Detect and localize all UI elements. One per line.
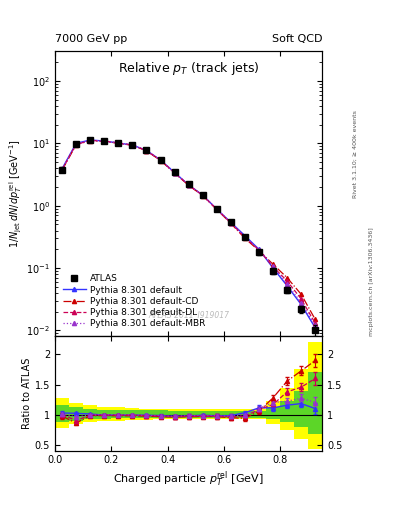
Bar xyxy=(238,411,252,417)
Legend: ATLAS, Pythia 8.301 default, Pythia 8.301 default-CD, Pythia 8.301 default-DL, P: ATLAS, Pythia 8.301 default, Pythia 8.30… xyxy=(59,271,209,332)
Text: ATLAS 2011_I919017: ATLAS 2011_I919017 xyxy=(148,310,229,319)
Bar xyxy=(83,409,97,419)
Bar xyxy=(280,388,294,430)
Bar xyxy=(154,409,167,419)
Bar xyxy=(238,409,252,419)
Bar xyxy=(252,409,266,419)
Y-axis label: Ratio to ATLAS: Ratio to ATLAS xyxy=(22,358,32,429)
Bar xyxy=(224,409,238,419)
Bar xyxy=(69,402,83,424)
Bar xyxy=(294,370,308,439)
Bar xyxy=(196,409,210,419)
Bar xyxy=(167,409,182,419)
Bar xyxy=(83,405,97,422)
Bar xyxy=(210,411,224,417)
Bar xyxy=(280,401,294,422)
Bar xyxy=(196,411,210,417)
Bar xyxy=(294,391,308,426)
Bar xyxy=(308,373,322,434)
Bar xyxy=(182,411,196,417)
Bar xyxy=(125,408,140,420)
Bar xyxy=(308,343,322,450)
Bar xyxy=(210,409,224,419)
Bar xyxy=(111,408,125,420)
Bar xyxy=(154,410,167,418)
Bar xyxy=(224,411,238,417)
Bar xyxy=(266,408,280,419)
Bar xyxy=(125,410,140,418)
Text: 7000 GeV pp: 7000 GeV pp xyxy=(55,33,127,44)
Bar xyxy=(97,407,111,421)
Bar xyxy=(252,411,266,417)
Bar xyxy=(97,410,111,419)
Bar xyxy=(111,410,125,418)
Text: Soft QCD: Soft QCD xyxy=(272,33,322,44)
Text: Rivet 3.1.10; ≥ 400k events: Rivet 3.1.10; ≥ 400k events xyxy=(353,110,358,198)
Bar xyxy=(69,408,83,420)
Y-axis label: $1/N_{\rm jet}\,dN/dp_T^{\rm rel}$ [GeV$^{-1}$]: $1/N_{\rm jet}\,dN/dp_T^{\rm rel}$ [GeV$… xyxy=(7,139,24,248)
Bar xyxy=(266,401,280,423)
Bar xyxy=(167,411,182,418)
Text: Relative $p_T$ (track jets): Relative $p_T$ (track jets) xyxy=(118,60,259,77)
Bar xyxy=(182,409,196,419)
X-axis label: Charged particle $p_T^{\rm rel}$ [GeV]: Charged particle $p_T^{\rm rel}$ [GeV] xyxy=(113,470,264,489)
Bar xyxy=(55,398,69,428)
Bar xyxy=(55,405,69,422)
Text: mcplots.cern.ch [arXiv:1306.3436]: mcplots.cern.ch [arXiv:1306.3436] xyxy=(369,227,374,336)
Bar xyxy=(140,409,154,420)
Bar xyxy=(140,410,154,418)
